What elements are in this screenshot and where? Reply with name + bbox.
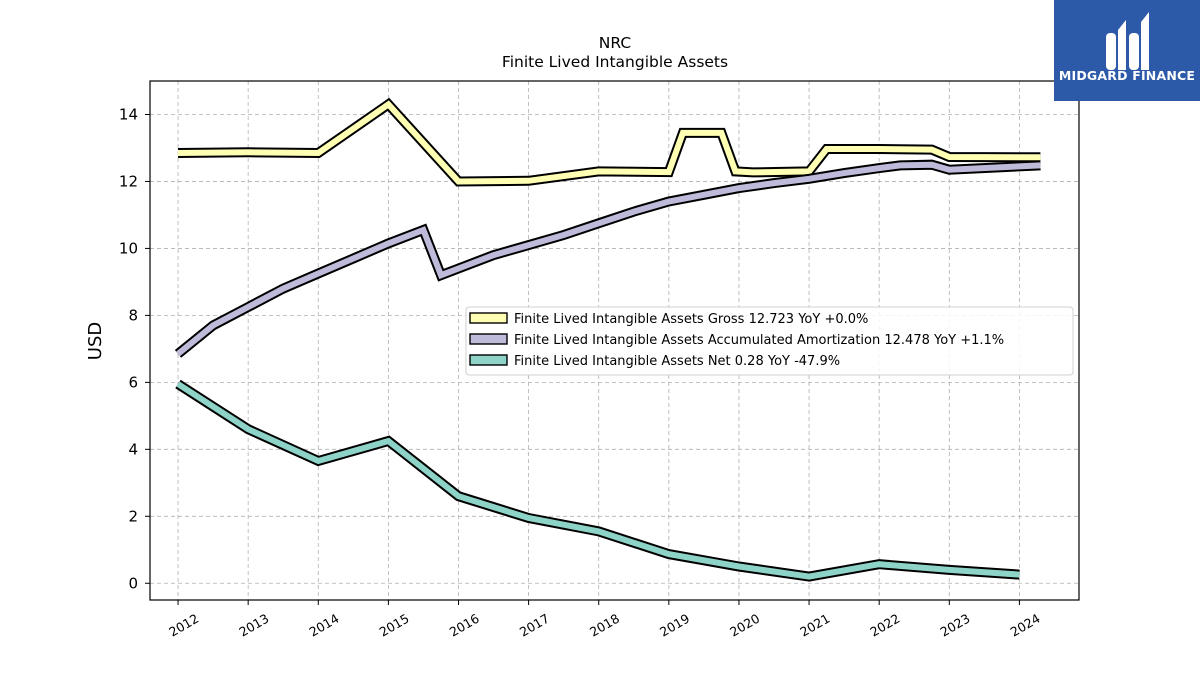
series-2: [175, 379, 1020, 582]
x-tick-label: 2013: [236, 611, 271, 640]
series-0: [177, 97, 1041, 187]
y-tick-label: 6: [128, 373, 138, 391]
legend-label-amortization: Finite Lived Intangible Assets Accumulat…: [514, 333, 1004, 348]
x-tick-label: 2014: [306, 611, 341, 640]
x-tick-label: 2021: [797, 611, 832, 640]
y-tick-label: 8: [128, 306, 138, 324]
legend-label-gross: Finite Lived Intangible Assets Gross 12.…: [514, 312, 868, 327]
x-tick-label: 2016: [447, 611, 482, 640]
legend-box: [465, 306, 1074, 376]
legend: Finite Lived Intangible Assets Gross 12.…: [465, 306, 1074, 376]
x-tick-label: 2018: [587, 611, 622, 640]
legend-swatch-amortization: [469, 333, 508, 345]
x-tick-label: 2015: [377, 611, 412, 640]
chart-title: NRC: [599, 34, 631, 52]
y-tick-label: 10: [119, 239, 138, 257]
series-1: [174, 159, 1041, 358]
logo-mark-icon: [1106, 12, 1149, 70]
logo-text: MIDGARD FINANCE: [1058, 68, 1196, 83]
series-line: [176, 381, 1020, 580]
x-axis: 2012 2013 2014 2015 2016 2017 2018 2019 2020 2021…: [166, 600, 1043, 640]
y-tick-label: 12: [119, 172, 138, 190]
legend-swatch-net: [469, 354, 508, 366]
x-tick-label: 2019: [657, 611, 692, 640]
plot-frame: [149, 80, 1080, 601]
chart-subtitle: Finite Lived Intangible Assets: [502, 53, 728, 71]
y-axis: 0 2 4 6 8 10 12 14: [119, 105, 150, 592]
legend-label-net: Finite Lived Intangible Assets Net 0.28 …: [514, 354, 840, 369]
x-tick-label: 2012: [166, 611, 201, 640]
y-tick-label: 2: [128, 507, 138, 525]
brand-logo: MIDGARD FINANCE: [1054, 0, 1200, 101]
series-line: [176, 161, 1041, 357]
x-tick-label: 2022: [867, 611, 902, 640]
x-tick-label: 2020: [727, 611, 762, 640]
y-tick-label: 0: [128, 574, 138, 592]
legend-swatch-gross: [469, 312, 508, 324]
series-line: [177, 100, 1041, 185]
x-tick-label: 2024: [1008, 611, 1043, 640]
y-tick-label: 14: [119, 105, 138, 123]
y-axis-title: USD: [85, 322, 106, 360]
y-tick-label: 4: [128, 440, 138, 458]
x-tick-label: 2023: [938, 611, 973, 640]
x-tick-label: 2017: [517, 611, 552, 640]
series-layer: [174, 97, 1041, 582]
